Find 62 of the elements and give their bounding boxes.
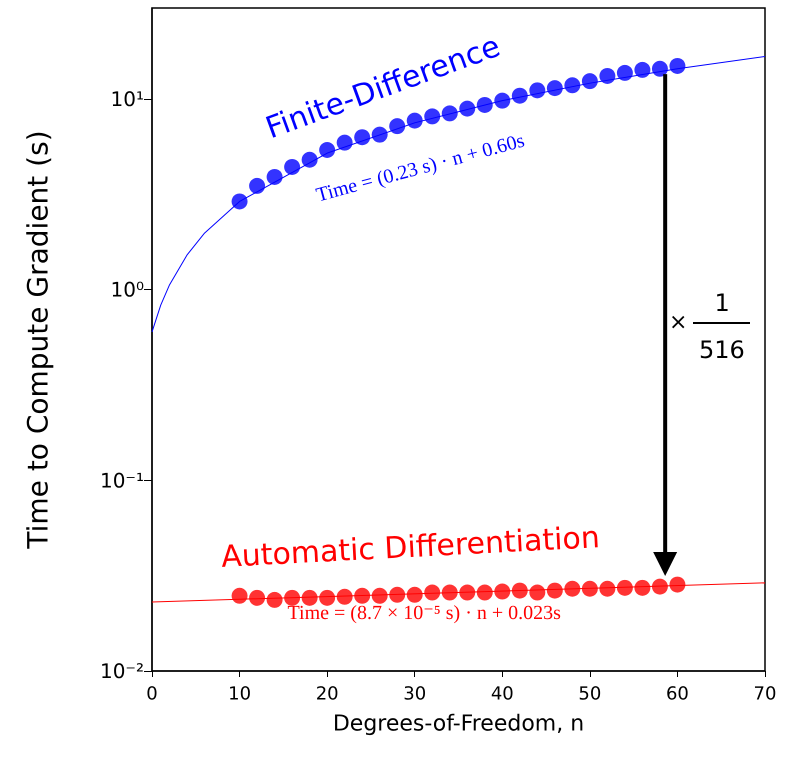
annotation: 1: [714, 289, 730, 317]
point: [669, 576, 686, 593]
point: [354, 588, 370, 604]
x-axis-title: Degrees-of-Freedom, n: [332, 712, 584, 736]
y-tick-label: 10⁻¹: [100, 468, 144, 492]
point: [546, 80, 563, 96]
point: [529, 82, 546, 98]
x-tick-label: 50: [578, 684, 602, 704]
point: [232, 588, 248, 604]
point: [546, 582, 563, 599]
annotation: Time = (0.23 s) · n + 0.60s: [313, 130, 526, 206]
point: [302, 152, 318, 168]
point: [494, 584, 510, 600]
point: [476, 584, 493, 601]
point: [599, 68, 616, 84]
point: [652, 60, 668, 77]
y-axis-title: Time to Compute Gradient (s): [22, 130, 54, 550]
point: [582, 73, 598, 90]
point: [616, 64, 633, 81]
point: [284, 590, 300, 606]
point: [564, 580, 580, 597]
y-tick-label: 10¹: [110, 86, 144, 111]
point: [442, 584, 458, 601]
point: [512, 582, 528, 599]
point: [249, 178, 266, 194]
annotation: 516: [699, 336, 745, 364]
point: [634, 62, 650, 78]
point: [372, 588, 388, 604]
point: [232, 193, 248, 210]
point: [529, 584, 546, 601]
point: [302, 590, 318, 606]
annotation: Time = (8.7 × 10⁻⁵ s) · n + 0.023s: [288, 602, 561, 624]
point: [389, 586, 406, 603]
point: [266, 592, 283, 608]
point: [424, 584, 440, 601]
point: [336, 588, 353, 605]
annotation: ×: [669, 310, 688, 335]
point: [266, 168, 283, 185]
point: [564, 77, 580, 94]
x-tick-label: 10: [228, 684, 252, 704]
point: [319, 142, 336, 158]
point: [669, 58, 686, 74]
point: [652, 578, 668, 595]
x-tick-label: 30: [403, 684, 426, 704]
x-tick-label: 70: [754, 684, 776, 704]
point: [599, 580, 616, 597]
point: [284, 158, 300, 175]
point: [616, 580, 633, 596]
x-tick-label: 0: [146, 684, 158, 704]
y-tick-label: 10⁰: [110, 278, 144, 302]
series-label: Automatic Differentiation: [220, 520, 600, 575]
x-tick-label: 60: [666, 684, 689, 704]
point: [406, 586, 423, 603]
point: [512, 88, 528, 104]
point: [634, 580, 650, 596]
y-tick-label: 10⁻²: [100, 659, 144, 683]
x-tick-label: 40: [490, 684, 514, 704]
point: [459, 584, 476, 601]
point: [582, 580, 598, 597]
x-tick-label: 20: [316, 684, 339, 704]
point: [249, 590, 266, 606]
point: [319, 590, 336, 606]
